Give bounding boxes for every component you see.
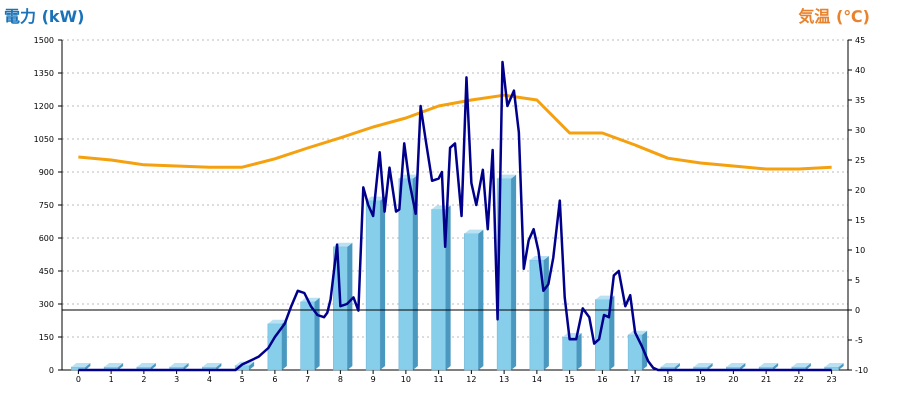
power-bar-side [85, 363, 91, 370]
power-bar-top [202, 363, 222, 367]
left-tick-label: 450 [39, 267, 54, 276]
power-bar-top [693, 363, 713, 367]
right-tick-label: 0 [855, 306, 860, 315]
power-bar-top [104, 363, 124, 367]
x-tick-label: 2 [141, 375, 146, 384]
right-tick-label: 40 [855, 66, 865, 75]
x-tick-label: 6 [272, 375, 277, 384]
power-bar-top [726, 363, 746, 367]
power-line [78, 60, 832, 372]
temperature-line [78, 93, 832, 171]
right-axis-title: 気温 (℃) [798, 7, 870, 26]
x-tick-label: 4 [207, 375, 212, 384]
right-tick-label: 5 [855, 276, 860, 285]
power-bar [398, 178, 414, 371]
right-tick-label: -10 [855, 366, 868, 375]
x-tick-label: 11 [434, 375, 444, 384]
x-tick-label: 9 [371, 375, 376, 384]
x-tick-label: 8 [338, 375, 343, 384]
power-bar-side [805, 363, 811, 370]
right-tick-label: 15 [855, 216, 865, 225]
power-bar-top [497, 174, 517, 179]
x-tick-label: 14 [532, 375, 542, 384]
power-bar-side [478, 229, 484, 370]
right-tick-label: 25 [855, 156, 865, 165]
power-bar-side [773, 363, 779, 370]
left-tick-label: 1200 [34, 102, 54, 111]
x-tick-label: 7 [305, 375, 310, 384]
left-tick-label: 600 [39, 234, 54, 243]
power-bar-top [300, 297, 320, 302]
power-bar-top [136, 363, 156, 367]
x-tick-label: 16 [597, 375, 607, 384]
power-bar-side [838, 363, 844, 370]
x-tick-label: 0 [76, 375, 81, 384]
power-bar-top [791, 363, 811, 367]
power-bar-side [281, 319, 287, 370]
power-bar-side [576, 333, 582, 370]
right-tick-label: 30 [855, 126, 865, 135]
right-tick-label: 10 [855, 246, 865, 255]
power-bar-side [445, 205, 451, 370]
power-bar-side [118, 363, 124, 370]
x-tick-label: 10 [401, 375, 411, 384]
x-tick-label: 5 [240, 375, 245, 384]
left-tick-label: 0 [49, 366, 54, 375]
power-bar-side [543, 256, 549, 370]
right-tick-label: 35 [855, 96, 865, 105]
x-tick-label: 12 [466, 375, 476, 384]
left-tick-label: 1500 [34, 36, 54, 45]
power-bar-top [759, 363, 779, 367]
right-tick-label: 20 [855, 186, 865, 195]
power-bar [464, 233, 479, 371]
x-tick-label: 3 [174, 375, 179, 384]
left-tick-label: 900 [39, 168, 54, 177]
power-bar-side [216, 363, 222, 370]
power-bar-top [169, 363, 189, 367]
power-bar-side [314, 297, 320, 370]
left-axis-title: 電力 (kW) [4, 7, 85, 26]
power-bar-side [740, 363, 746, 370]
left-tick-label: 150 [39, 333, 54, 342]
x-tick-label: 22 [794, 375, 804, 384]
x-tick-label: 15 [565, 375, 575, 384]
power-bar-side [707, 363, 713, 370]
power-bar-side [380, 196, 386, 370]
x-tick-label: 23 [827, 375, 837, 384]
power-bar-side [347, 242, 353, 370]
power-bar-side [183, 363, 189, 370]
left-tick-label: 750 [39, 201, 54, 210]
x-tick-label: 17 [630, 375, 640, 384]
x-tick-label: 19 [696, 375, 706, 384]
right-tick-label: 45 [855, 36, 865, 45]
power-bar-top [660, 363, 680, 367]
x-tick-label: 21 [761, 375, 771, 384]
power-bar-side [511, 174, 517, 370]
left-tick-label: 1350 [34, 69, 54, 78]
power-bar [365, 200, 381, 371]
power-bar-side [249, 361, 255, 370]
left-tick-label: 300 [39, 300, 54, 309]
power-bar-side [609, 295, 615, 370]
power-bar-top [595, 295, 615, 300]
power-bar-side [150, 363, 156, 370]
power-bar-top [464, 229, 484, 234]
power-bar [562, 336, 577, 371]
power-bar-top [71, 363, 91, 367]
right-tick-label: -5 [855, 336, 863, 345]
left-tick-label: 1050 [34, 135, 54, 144]
power-bar-top [824, 363, 844, 367]
x-tick-label: 18 [663, 375, 673, 384]
power-bar-side [412, 174, 418, 370]
x-tick-label: 20 [728, 375, 738, 384]
power-bar-side [674, 363, 680, 370]
x-tick-label: 13 [499, 375, 509, 384]
power-bar [300, 301, 315, 371]
x-tick-label: 1 [109, 375, 114, 384]
power-bar-top [267, 319, 287, 324]
power-bar-top [628, 330, 648, 335]
